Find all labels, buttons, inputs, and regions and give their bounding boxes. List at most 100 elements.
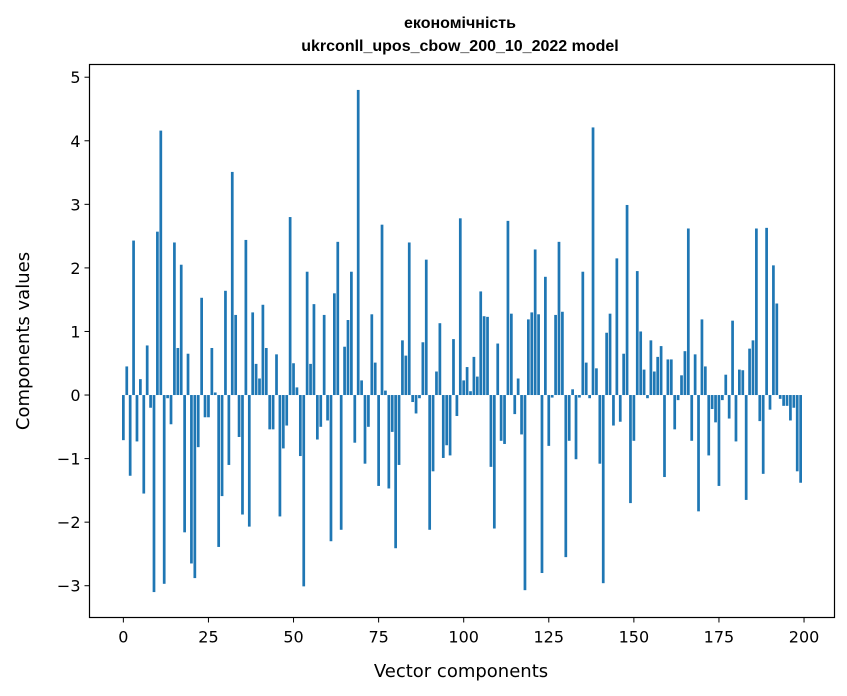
bar-0	[122, 395, 125, 441]
bar-97	[452, 339, 455, 396]
bar-4	[135, 395, 139, 442]
bar-30	[224, 290, 227, 396]
bar-160	[666, 359, 670, 396]
bar-122	[537, 314, 540, 396]
bar-68	[353, 395, 357, 443]
bar-70	[360, 380, 363, 396]
bar-162	[673, 395, 677, 430]
bar-182	[741, 370, 745, 396]
bar-146	[618, 395, 622, 422]
bar-127	[554, 314, 557, 396]
bar-31	[227, 395, 231, 465]
bar-109	[492, 395, 496, 529]
bar-16	[176, 347, 180, 396]
bar-124	[544, 276, 547, 396]
bar-61	[329, 395, 333, 542]
bar-149	[629, 395, 632, 504]
bar-163	[676, 395, 680, 401]
bar-28	[217, 395, 221, 547]
bar-34	[237, 395, 241, 437]
bar-88	[421, 342, 425, 396]
bar-169	[697, 395, 700, 512]
bar-184	[748, 348, 751, 396]
bar-47	[281, 395, 285, 449]
bar-62	[333, 293, 336, 396]
bar-5	[139, 379, 142, 396]
bar-54	[305, 271, 309, 396]
bar-108	[489, 395, 493, 467]
bar-6	[142, 395, 146, 494]
bar-198	[795, 395, 799, 472]
bar-157	[656, 356, 660, 396]
x-tick-label: 125	[534, 628, 565, 647]
bar-89	[424, 259, 428, 396]
bar-15	[173, 242, 176, 396]
bar-186	[755, 228, 758, 396]
bar-48	[285, 395, 289, 426]
chart-title-line-1: економічність	[404, 15, 516, 32]
bar-126	[550, 395, 554, 398]
bar-91	[431, 395, 435, 472]
bar-66	[346, 320, 350, 396]
bar-194	[782, 395, 785, 406]
bar-29	[220, 395, 224, 497]
bar-173	[710, 395, 714, 410]
bar-111	[499, 395, 503, 441]
bar-19	[186, 353, 190, 396]
bar-187	[758, 395, 762, 422]
bar-147	[622, 353, 626, 396]
bar-123	[540, 395, 544, 574]
bar-130	[564, 395, 568, 558]
bar-197	[792, 395, 796, 408]
bar-45	[275, 354, 278, 396]
bar-105	[479, 291, 483, 396]
bar-13	[166, 395, 169, 399]
bar-63	[336, 241, 340, 396]
bar-145	[615, 258, 619, 396]
bar-11	[159, 130, 163, 396]
bar-71	[363, 395, 367, 464]
bar-155	[649, 340, 653, 396]
bar-67	[350, 271, 353, 396]
bar-161	[669, 359, 673, 396]
bar-24	[203, 395, 207, 418]
bar-114	[509, 313, 513, 396]
bar-53	[302, 395, 306, 587]
bar-100	[462, 380, 466, 396]
bar-55	[309, 363, 312, 396]
bar-86	[414, 395, 418, 414]
bar-10	[156, 231, 159, 396]
bar-46	[278, 395, 282, 517]
bar-170	[700, 319, 704, 396]
bar-77	[384, 390, 387, 396]
bar-56	[312, 304, 316, 396]
bar-42	[264, 347, 268, 396]
bar-98	[455, 395, 459, 417]
bar-8	[149, 395, 152, 408]
bar-51	[295, 387, 299, 396]
bar-121	[533, 249, 537, 396]
plot-frame	[88, 63, 836, 619]
bar-72	[367, 395, 370, 427]
bar-150	[632, 395, 636, 441]
bar-128	[557, 241, 561, 396]
bar-49	[288, 217, 292, 396]
bar-143	[608, 313, 612, 396]
bar-90	[428, 395, 432, 530]
bar-129	[561, 311, 564, 396]
bar-52	[298, 395, 302, 457]
bar-125	[547, 395, 551, 446]
x-tick-label: 0	[118, 628, 128, 647]
bar-57	[315, 395, 319, 440]
bar-115	[513, 395, 517, 415]
y-tick-label: −1	[57, 450, 81, 469]
bar-92	[435, 371, 438, 396]
bar-102	[469, 391, 472, 396]
bar-112	[503, 395, 506, 444]
y-tick-label: 3	[70, 195, 80, 214]
bar-178	[727, 395, 731, 419]
bar-132	[571, 389, 574, 396]
chart-title-line-2: ukrconll_upos_cbow_200_10_2022 model	[301, 38, 618, 55]
bar-134	[578, 395, 581, 398]
bar-167	[690, 395, 694, 441]
